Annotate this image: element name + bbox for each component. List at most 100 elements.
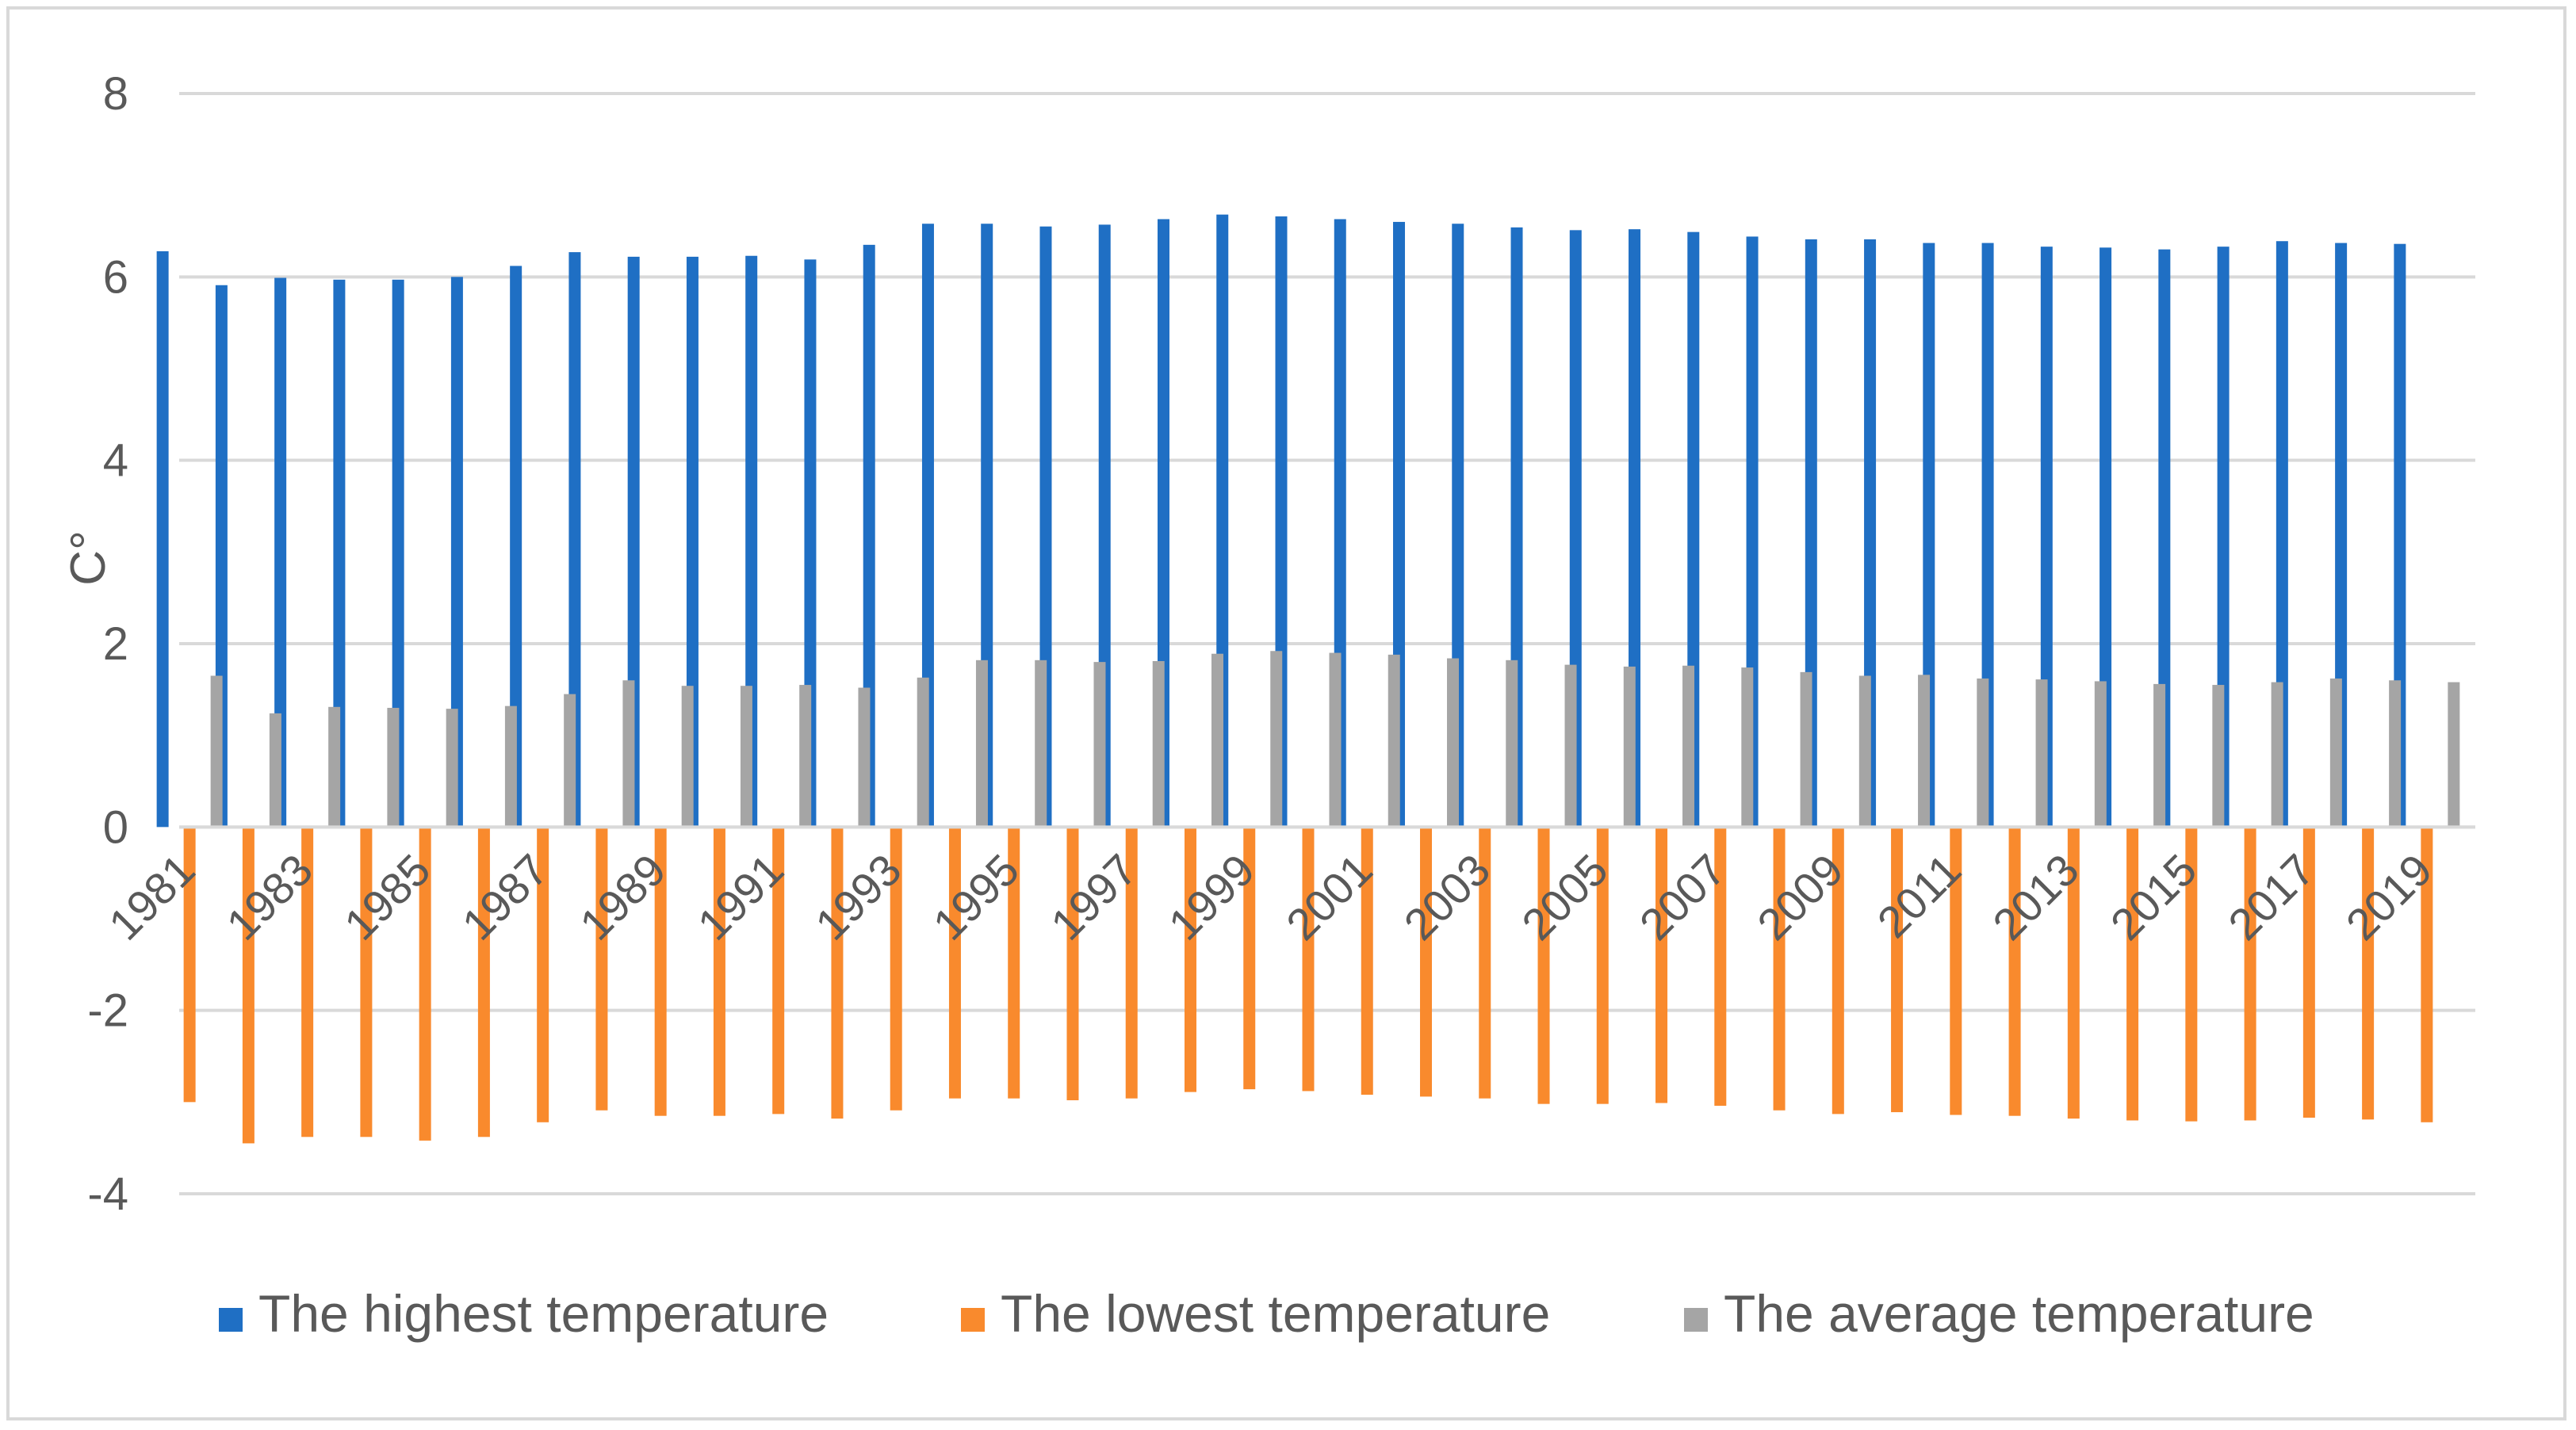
- bar-lowest-2008: [1773, 827, 1786, 1111]
- bar-lowest-2007: [1714, 827, 1727, 1106]
- bar-lowest-2013: [2067, 827, 2080, 1119]
- bar-lowest-2005: [1596, 827, 1609, 1104]
- y-tick-label: 0: [103, 801, 128, 853]
- bar-average-2019: [2448, 682, 2460, 828]
- bar-average-2006: [1682, 665, 1695, 828]
- bar-average-2016: [2271, 682, 2283, 828]
- y-axis-label: C°: [61, 530, 116, 586]
- bar-highest-1994: [921, 224, 934, 828]
- bar-lowest-1994: [948, 827, 961, 1099]
- y-tick-label: 6: [103, 251, 128, 303]
- bar-average-1991: [799, 685, 812, 828]
- bar-lowest-1991: [772, 827, 785, 1115]
- bar-average-2015: [2212, 685, 2225, 828]
- bar-lowest-1995: [1008, 827, 1020, 1099]
- bar-average-1993: [917, 677, 929, 828]
- bar-highest-1987: [510, 266, 522, 828]
- bar-lowest-2003: [1479, 827, 1491, 1099]
- bar-average-2017: [2329, 678, 2342, 828]
- bar-average-1996: [1093, 662, 1106, 828]
- bar-average-1984: [387, 707, 400, 828]
- bar-average-2007: [1741, 667, 1754, 828]
- bar-lowest-1997: [1125, 827, 1138, 1099]
- bar-average-1998: [1211, 653, 1223, 828]
- bar-lowest-1983: [301, 827, 314, 1138]
- bar-average-1985: [446, 709, 458, 828]
- legend-swatch: [961, 1308, 985, 1332]
- bar-lowest-1993: [890, 827, 902, 1111]
- bar-lowest-1996: [1066, 827, 1079, 1101]
- bar-lowest-1987: [537, 827, 549, 1122]
- bar-lowest-1986: [477, 827, 490, 1138]
- legend-label: The average temperature: [1724, 1284, 2314, 1343]
- bar-highest-1986: [450, 277, 463, 828]
- chart-frame: 8 6 4 2 0 -2 -4 1981 1983 1985 1987 1989 1991 1993 199…: [6, 6, 2566, 1420]
- bar-lowest-1988: [595, 827, 608, 1111]
- bar-average-1982: [269, 713, 281, 828]
- bar-average-1986: [504, 705, 517, 828]
- bar-lowest-1982: [242, 827, 255, 1144]
- bar-lowest-1981: [183, 827, 196, 1103]
- bar-lowest-1999: [1243, 827, 1256, 1090]
- bar-lowest-2009: [1832, 827, 1844, 1115]
- bar-lowest-2014: [2126, 827, 2139, 1121]
- bar-average-1981: [210, 675, 223, 828]
- legend-swatch: [219, 1308, 243, 1332]
- bar-lowest-1998: [1184, 827, 1196, 1092]
- bar-highest-2016: [2217, 247, 2230, 828]
- bar-average-1988: [622, 680, 635, 828]
- bar-lowest-2018: [2362, 827, 2375, 1120]
- bar-highest-1981: [156, 250, 169, 828]
- bar-average-2001: [1388, 654, 1400, 828]
- bar-lowest-2000: [1302, 827, 1315, 1092]
- bar-lowest-2016: [2244, 827, 2256, 1121]
- bar-highest-1985: [392, 279, 404, 828]
- legend: The highest temperature The lowest temper…: [219, 1284, 2314, 1343]
- legend-label: The highest temperature: [258, 1284, 829, 1343]
- bar-average-1989: [681, 686, 694, 828]
- bar-average-1994: [975, 660, 988, 828]
- bar-average-2010: [1918, 675, 1931, 828]
- y-tick-label: -4: [87, 1168, 128, 1220]
- bar-average-2005: [1623, 666, 1636, 828]
- bar-average-1990: [740, 686, 752, 828]
- y-tick-label: 2: [103, 618, 128, 670]
- bar-average-2000: [1329, 652, 1342, 828]
- y-tick-label: 8: [103, 68, 128, 120]
- bar-average-2011: [1977, 678, 1989, 828]
- bar-lowest-2012: [2008, 827, 2021, 1116]
- bar-lowest-2006: [1655, 827, 1668, 1103]
- bar-lowest-2010: [1891, 827, 1904, 1113]
- bar-average-2003: [1506, 660, 1518, 828]
- bar-average-2018: [2389, 680, 2402, 828]
- bar-average-1992: [858, 687, 871, 828]
- bar-lowest-2019: [2421, 827, 2433, 1122]
- bar-average-1999: [1270, 651, 1283, 828]
- bar-lowest-1990: [713, 827, 725, 1116]
- bar-average-2008: [1800, 671, 1812, 828]
- bar-highest-1983: [274, 277, 287, 828]
- bar-highest-1988: [568, 252, 581, 828]
- y-tick-label: -2: [87, 985, 128, 1037]
- bar-highest-1984: [333, 279, 346, 828]
- bar-highest-2017: [2276, 241, 2288, 828]
- bar-average-1983: [328, 706, 341, 828]
- bar-highest-1991: [745, 255, 758, 828]
- bar-lowest-2002: [1420, 827, 1433, 1097]
- bar-average-2012: [2035, 679, 2048, 828]
- y-tick-label: 4: [103, 435, 128, 487]
- bar-average-2004: [1564, 664, 1577, 828]
- legend-label: The lowest temperature: [1001, 1284, 1550, 1343]
- bar-average-2009: [1858, 675, 1871, 828]
- bars: [156, 214, 2460, 1144]
- bar-highest-1990: [686, 256, 699, 828]
- bar-average-1987: [564, 694, 576, 828]
- bar-highest-2015: [2158, 249, 2171, 828]
- bar-lowest-2015: [2185, 827, 2198, 1122]
- bar-lowest-1989: [654, 827, 667, 1116]
- bar-highest-1993: [863, 244, 875, 828]
- bar-lowest-2011: [1950, 827, 1962, 1115]
- legend-swatch: [1684, 1308, 1708, 1332]
- bar-average-1995: [1035, 660, 1047, 828]
